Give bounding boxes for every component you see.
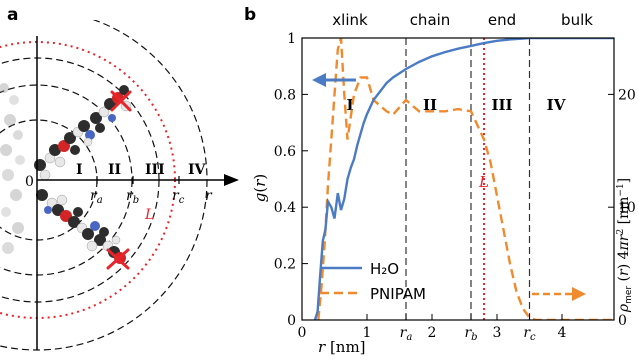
x-tick-label-5: 3 [493, 325, 502, 341]
plot-frame [301, 37, 615, 321]
x-axis-ticks: 0 1 ra 2 rb 3 rc 4 [298, 314, 567, 343]
y-axis-right-title: ρmer (r) 4πr2 [nm−1] [616, 178, 634, 313]
panel-a-region-I: I [76, 162, 83, 178]
region-numeral-I: I [346, 96, 353, 114]
x-axis-title: r [nm] [318, 338, 366, 356]
panel-a-region-III: III [145, 162, 165, 178]
chain-end-marker-lower [106, 248, 130, 270]
x-tick-label-6: rc [523, 325, 536, 343]
x-tick-label-1: 1 [363, 325, 372, 341]
panel-a-radius-rb: rb [126, 188, 139, 206]
y-left-tick-label-2: 0.4 [274, 200, 296, 216]
y-right-tick-label-1: 10 [618, 200, 636, 216]
region-numeral-III: III [491, 96, 512, 114]
panel-a-radius-rc: rc [172, 188, 185, 206]
panel-a-origin-label: 0 [25, 174, 34, 190]
right-axis-indicator-arrow [532, 287, 586, 301]
y-axis-left-ticks: 0 0.2 0.4 0.6 0.8 1 [274, 31, 308, 329]
region-numeral-II: II [423, 96, 437, 114]
L-marker-label: L [478, 173, 489, 191]
y-left-tick-label-3: 0.6 [274, 144, 296, 160]
y-axis-left-title: g(r) [251, 174, 269, 203]
y-left-tick-label-1: 0.2 [274, 257, 296, 273]
series-h2o-line [313, 38, 614, 320]
panel-a-letter: a [7, 5, 18, 25]
legend-pnipam-label: PNIPAM [370, 285, 426, 303]
panel-a-region-IV: IV [188, 162, 207, 178]
left-axis-indicator-arrow [312, 73, 356, 87]
panel-b-chart: b xlink chain end bulk I II III IV L [244, 5, 636, 356]
y-axis-right-ticks: 0 10 20 [608, 87, 636, 329]
x-tick-label-3: 2 [428, 325, 437, 341]
panel-a-region-II: II [108, 162, 121, 178]
region-header-chain: chain [410, 11, 451, 29]
region-boundaries [405, 38, 531, 320]
panel-a-radius-ra: ra [90, 188, 103, 206]
panel-a-L-label: L [144, 207, 154, 223]
chain-end-marker-upper [110, 90, 132, 112]
x-tick-label-0: 0 [298, 325, 307, 341]
x-tick-label-4: rb [464, 325, 477, 343]
series-pnipam-line [317, 38, 614, 320]
y-left-tick-label-4: 0.8 [274, 87, 296, 103]
panel-a-schematic: a [0, 5, 239, 351]
region-numeral-IV: IV [547, 96, 566, 114]
x-tick-label-7: 4 [558, 325, 567, 341]
y-left-tick-label-5: 1 [287, 31, 296, 47]
y-left-tick-label-0: 0 [287, 313, 296, 329]
y-right-tick-label-0: 0 [618, 313, 627, 329]
x-tick-label-2: ra [400, 325, 413, 343]
chart-legend: H₂O PNIPAM [320, 260, 426, 303]
panel-a-radius-r: r [205, 188, 213, 204]
region-header-bulk: bulk [561, 11, 593, 29]
region-header-xlink: xlink [332, 11, 368, 29]
legend-h2o-label: H₂O [370, 260, 399, 278]
panel-b-letter: b [244, 5, 256, 25]
y-right-tick-label-2: 20 [618, 87, 636, 103]
region-header-end: end [488, 11, 516, 29]
crosslinker-ghost-atoms [0, 83, 25, 254]
